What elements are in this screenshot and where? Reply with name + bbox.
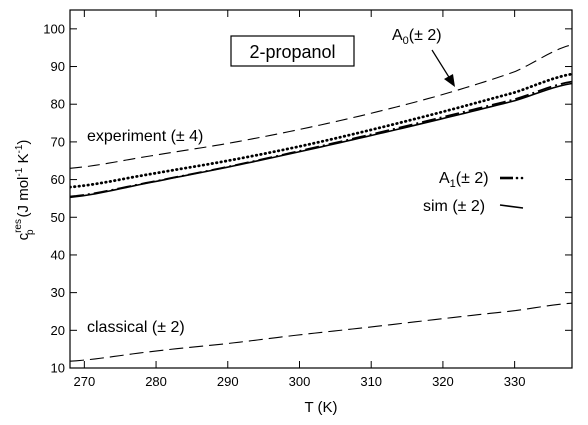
x-tick-label: 330 bbox=[504, 374, 526, 389]
ylabel-unit: (J mol bbox=[15, 177, 32, 218]
y-tick-label: 80 bbox=[51, 97, 65, 112]
title-text: 2-propanol bbox=[249, 42, 335, 62]
x-tick-label: 270 bbox=[73, 374, 95, 389]
ylabel-mid: K bbox=[15, 154, 32, 168]
title-box bbox=[230, 35, 355, 67]
ylabel-sub: p bbox=[25, 229, 36, 235]
ylabel-base: c bbox=[15, 232, 32, 240]
ticks-layer: 270 280 290 300 310 320 3301020304050607080901… bbox=[43, 10, 572, 389]
y-tick-label: 40 bbox=[51, 247, 65, 262]
annotation-a0: A0(± 2) bbox=[392, 27, 442, 47]
y-tick-label: 20 bbox=[51, 323, 65, 338]
a1-sub: 1 bbox=[450, 178, 456, 190]
x-tick-label: 290 bbox=[217, 374, 239, 389]
x-tick-label: 320 bbox=[432, 374, 454, 389]
x-axis-label: T (K) bbox=[304, 399, 337, 416]
y-axis-label: cresp(J mol-1 K-1) bbox=[13, 140, 36, 241]
a0-arrow bbox=[431, 49, 455, 87]
annotation-classical: classical (± 2) bbox=[87, 319, 185, 336]
y-tick-label: 50 bbox=[51, 210, 65, 225]
a1-rest: (± 2) bbox=[456, 170, 489, 187]
plot-frame bbox=[69, 9, 573, 369]
series-line-2 bbox=[70, 72, 572, 189]
series-line-4 bbox=[70, 302, 572, 362]
y-tick-label: 60 bbox=[51, 172, 65, 187]
series-layer bbox=[70, 44, 572, 362]
y-tick-label: 90 bbox=[51, 59, 65, 74]
series-line-0 bbox=[70, 44, 572, 169]
a0-rest: (± 2) bbox=[409, 27, 442, 44]
ylabel-sup: res bbox=[13, 219, 24, 233]
a1-legend-sample bbox=[500, 176, 524, 180]
y-tick-label: 70 bbox=[51, 134, 65, 149]
annotation-a1: A1(± 2) bbox=[439, 170, 489, 190]
y-tick-label: 30 bbox=[51, 285, 65, 300]
ylabel-end: ) bbox=[15, 140, 32, 145]
x-tick-label: 280 bbox=[145, 374, 167, 389]
x-tick-label: 310 bbox=[360, 374, 382, 389]
annotation-experiment: experiment (± 4) bbox=[87, 128, 203, 145]
a1-base: A bbox=[439, 170, 450, 187]
y-tick-label: 10 bbox=[51, 361, 65, 376]
a0-base: A bbox=[392, 27, 403, 44]
annotation-sim: sim (± 2) bbox=[423, 198, 485, 215]
sim-legend-sample bbox=[499, 204, 524, 209]
a0-sub: 0 bbox=[403, 35, 409, 47]
y-tick-label: 100 bbox=[43, 21, 65, 36]
x-tick-label: 300 bbox=[289, 374, 311, 389]
ylabel-exp2: -1 bbox=[14, 144, 25, 153]
ylabel-exp1: -1 bbox=[14, 167, 25, 176]
chart-title: 2-propanol bbox=[230, 35, 355, 67]
series-line-3 bbox=[70, 82, 572, 199]
